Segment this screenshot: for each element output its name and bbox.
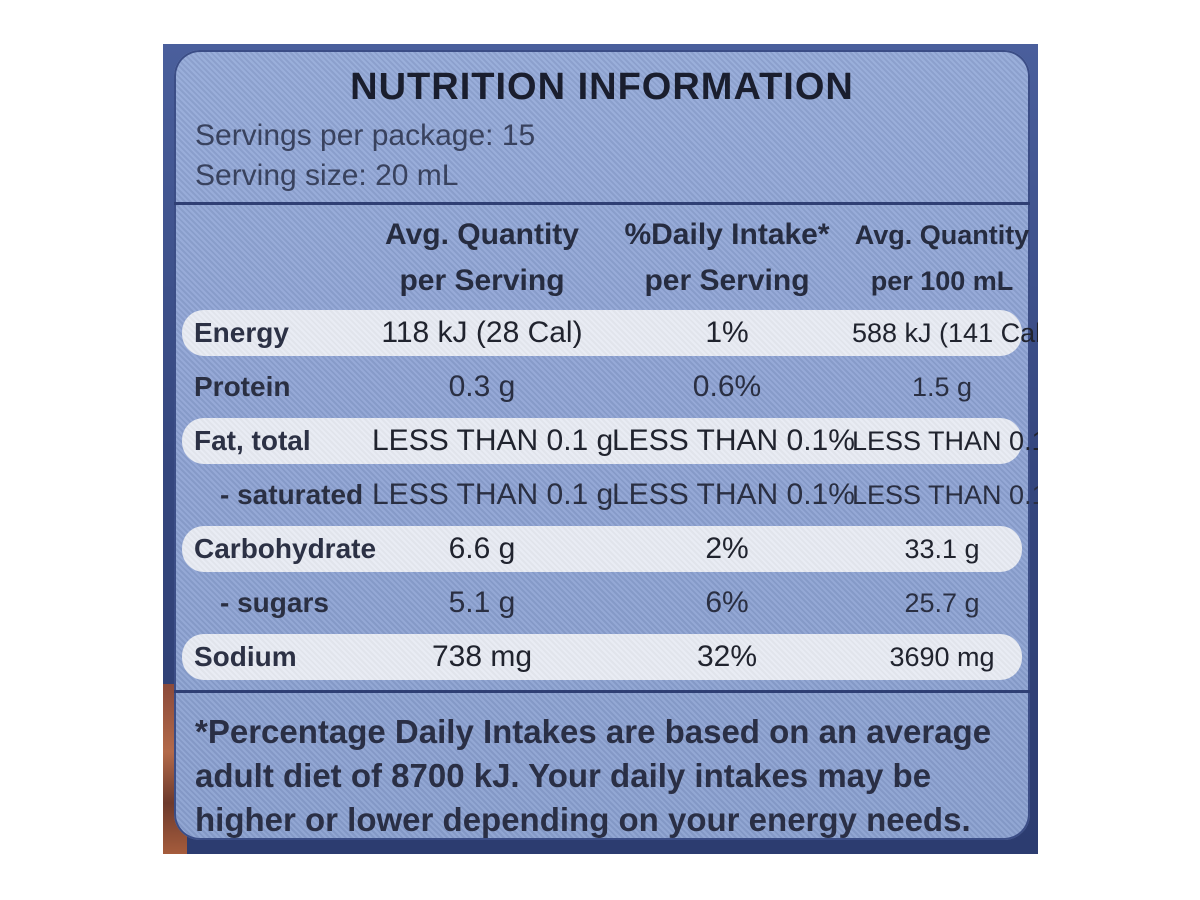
servings-per-package: Servings per package: 15 xyxy=(195,119,536,152)
daily-intake-value: 0.6% xyxy=(692,370,762,403)
per-serving-value: LESS THAN 0.1 g xyxy=(372,478,614,511)
column-header-line: per 100 mL xyxy=(870,266,1014,296)
nutrition-panel: NUTRITION INFORMATION Servings per packa… xyxy=(174,50,1038,840)
column-header-per-100ml: Avg. Quantity per 100 mL xyxy=(852,212,1032,304)
row-sugars: - sugars 5.1 g 6% 25.7 g xyxy=(182,580,1022,626)
per-100ml-value: 3690 mg xyxy=(889,642,995,672)
per-100ml-value: LESS THAN 0.1 g xyxy=(852,480,1038,510)
serving-size: Serving size: 20 mL xyxy=(195,159,459,192)
daily-intake-value: 1% xyxy=(705,316,749,349)
nutrient-name: - saturated xyxy=(220,479,364,510)
daily-intake-value: LESS THAN 0.1% xyxy=(612,424,855,457)
per-100ml-value: 1.5 g xyxy=(911,372,973,402)
nutrient-name: - sugars xyxy=(220,587,329,618)
column-header-daily-intake: %Daily Intake* per Serving xyxy=(612,212,842,304)
column-header-line: per Serving xyxy=(644,264,810,297)
column-header-line: Avg. Quantity xyxy=(854,220,1030,250)
column-header-line: Avg. Quantity xyxy=(385,218,579,251)
per-100ml-value: 588 kJ (141 Cal) xyxy=(852,318,1038,348)
column-header-line: per Serving xyxy=(399,264,565,297)
panel-title: NUTRITION INFORMATION xyxy=(350,66,854,108)
divider xyxy=(174,690,1030,693)
label-photo: NUTRITION INFORMATION Servings per packa… xyxy=(163,44,1038,854)
row-saturated: - saturated LESS THAN 0.1 g LESS THAN 0.… xyxy=(182,472,1038,518)
row-protein: Protein 0.3 g 0.6% 1.5 g xyxy=(182,364,1022,410)
nutrient-name: Carbohydrate xyxy=(194,533,377,564)
row-carbohydrate: Carbohydrate 6.6 g 2% 33.1 g xyxy=(182,526,1022,572)
divider xyxy=(174,202,1030,205)
nutrient-name: Energy xyxy=(194,317,289,348)
nutrient-name: Sodium xyxy=(194,641,297,672)
panel-header: NUTRITION INFORMATION Servings per packa… xyxy=(174,50,1030,202)
daily-intake-value: 6% xyxy=(705,586,749,619)
nutrient-name: Fat, total xyxy=(194,425,311,456)
per-serving-value: 118 kJ (28 Cal) xyxy=(381,316,583,349)
column-header-per-serving: Avg. Quantity per Serving xyxy=(372,212,592,304)
per-100ml-value: LESS THAN 0.1 g xyxy=(852,426,1038,456)
row-sodium: Sodium 738 mg 32% 3690 mg xyxy=(182,634,1022,680)
footnote: *Percentage Daily Intakes are based on a… xyxy=(195,713,992,838)
per-serving-value: 6.6 g xyxy=(448,532,516,565)
per-100ml-value: 33.1 g xyxy=(904,534,980,564)
per-serving-value: 738 mg xyxy=(431,640,533,673)
per-serving-value: 0.3 g xyxy=(448,370,516,403)
per-serving-value: 5.1 g xyxy=(448,586,516,619)
per-100ml-value: 25.7 g xyxy=(904,588,980,618)
daily-intake-value: 32% xyxy=(696,640,758,673)
daily-intake-value: LESS THAN 0.1% xyxy=(612,478,855,511)
nutrient-name: Protein xyxy=(194,371,291,402)
per-serving-value: LESS THAN 0.1 g xyxy=(372,424,614,457)
daily-intake-value: 2% xyxy=(705,532,749,565)
row-fat-total: Fat, total LESS THAN 0.1 g LESS THAN 0.1… xyxy=(182,418,1038,464)
row-energy: Energy 118 kJ (28 Cal) 1% 588 kJ (141 Ca… xyxy=(182,310,1038,356)
column-header-line: %Daily Intake* xyxy=(624,218,830,251)
servings-info: Servings per package: 15 Serving size: 2… xyxy=(195,116,535,196)
